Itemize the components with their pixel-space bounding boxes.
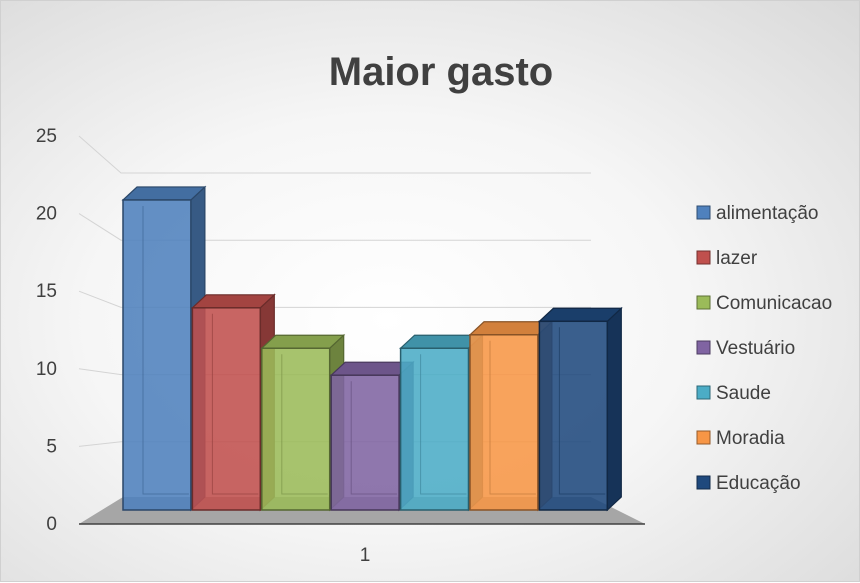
y-axis: 0 5 10 15 20 25 <box>36 126 57 535</box>
legend-label: alimentação <box>716 203 818 224</box>
bar-top <box>260 334 346 349</box>
gridline <box>78 213 591 241</box>
legend-swatch <box>696 475 711 490</box>
bar-top <box>121 186 207 201</box>
bar-alimentação <box>121 185 207 512</box>
legend-label: Moradia <box>716 428 785 449</box>
bar-inner-edge <box>558 327 606 495</box>
bar-side <box>606 306 622 512</box>
legend-swatch <box>696 340 711 355</box>
legend-item: Educação <box>696 473 801 494</box>
legend-swatch <box>696 205 711 220</box>
y-tick-label: 5 <box>46 436 57 457</box>
legend-swatch <box>696 295 711 310</box>
legend-item: Vestuário <box>696 338 795 359</box>
y-tick-label: 25 <box>36 126 57 147</box>
bar-inner-edge <box>211 313 259 495</box>
chart-title: Maior gasto <box>329 50 553 94</box>
bar-front <box>191 307 262 511</box>
bar-front <box>399 347 470 511</box>
gridline <box>78 135 591 174</box>
y-tick-label: 15 <box>36 281 57 302</box>
legend-label: Comunicacao <box>716 293 832 314</box>
legend-item: Moradia <box>696 428 785 449</box>
legend-label: lazer <box>716 248 758 269</box>
bar-inner-edge <box>281 354 328 495</box>
bar-front <box>330 374 400 511</box>
bar-top <box>537 307 623 322</box>
bars <box>121 185 623 512</box>
legend-label: Educação <box>716 473 801 494</box>
y-tick-label: 0 <box>46 514 57 535</box>
bar-Educação <box>537 306 623 512</box>
legend-item: lazer <box>696 248 758 269</box>
bar-inner-edge <box>350 381 398 495</box>
gridline <box>78 290 591 308</box>
legend-item: Saude <box>696 383 771 404</box>
bar-inner-edge <box>420 354 467 495</box>
bar-front <box>469 334 539 511</box>
bar-lazer <box>190 293 276 512</box>
x-axis: 1 <box>360 545 371 566</box>
bar-front <box>538 320 609 511</box>
bar-front <box>122 199 192 511</box>
legend-label: Saude <box>716 383 771 404</box>
bar-inner-edge <box>489 340 536 495</box>
legend: alimentação lazer Comunicacao Vestuário Saud… <box>696 203 832 494</box>
legend-swatch <box>696 250 711 265</box>
bar-front <box>261 347 331 511</box>
legend-swatch <box>696 430 711 445</box>
legend-item: Comunicacao <box>696 293 832 314</box>
bar-top <box>190 294 276 309</box>
y-tick-label: 10 <box>36 359 57 380</box>
legend-item: alimentação <box>696 203 818 224</box>
x-tick-label: 1 <box>360 545 371 566</box>
legend-label: Vestuário <box>716 338 795 359</box>
legend-swatch <box>696 385 711 400</box>
bar-inner-edge <box>142 205 189 495</box>
y-tick-label: 20 <box>36 204 57 225</box>
